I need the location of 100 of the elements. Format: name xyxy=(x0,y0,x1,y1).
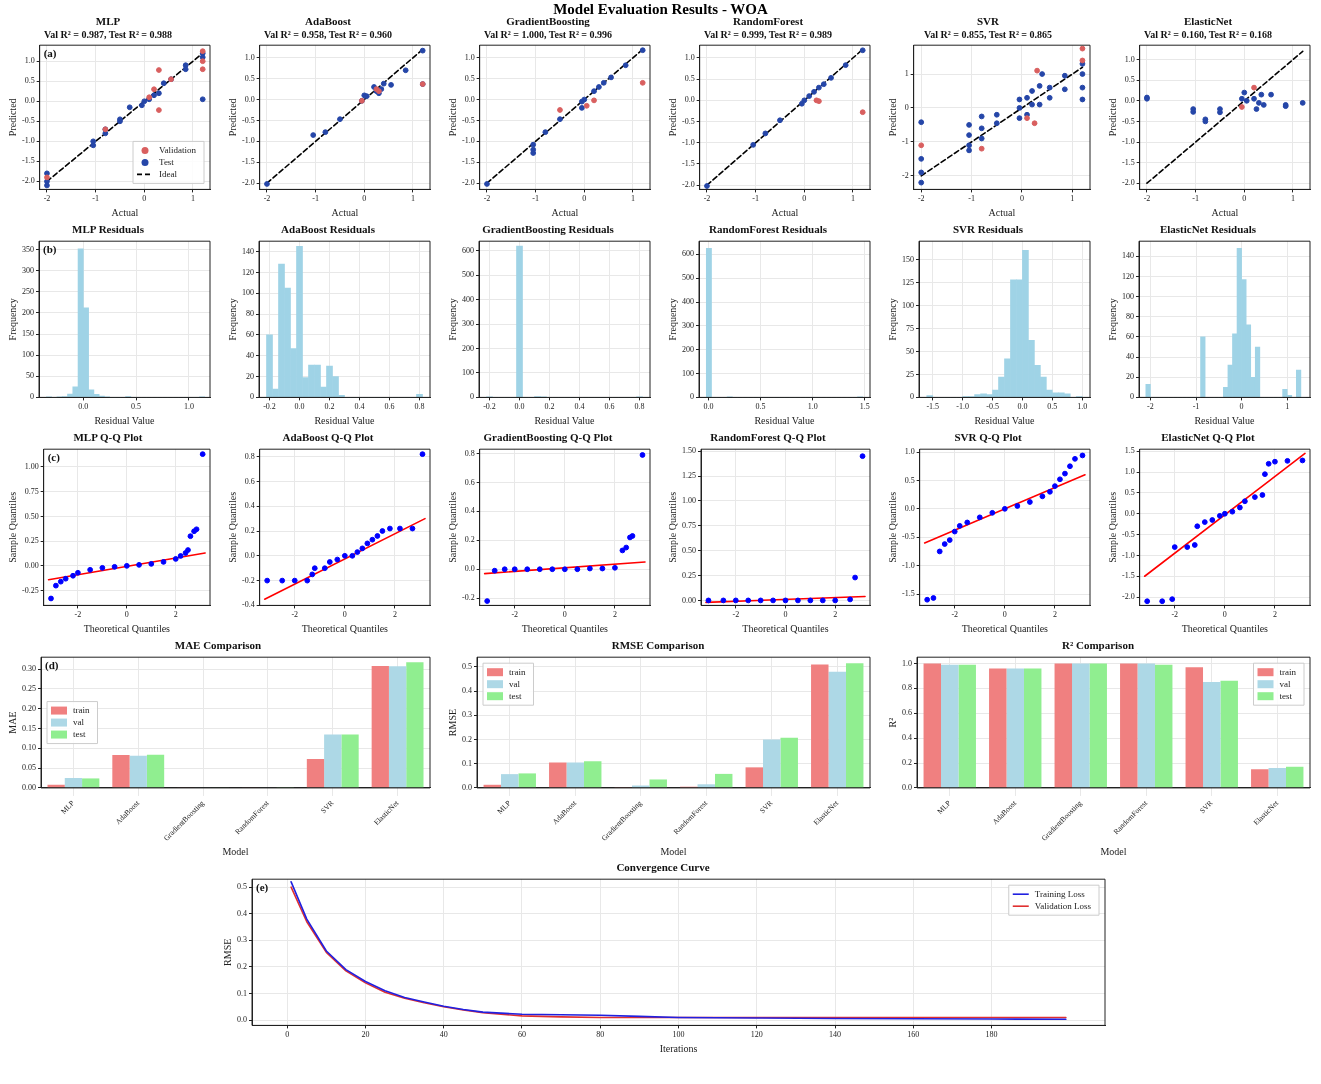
y-tick-label: 0.30 xyxy=(22,664,36,674)
x-tick-label: 0 xyxy=(1019,194,1024,204)
chart-title: RandomForest xyxy=(732,15,804,28)
y-tick-label: -0.5 xyxy=(681,116,695,126)
y-tick-label: 0.5 xyxy=(1124,75,1135,85)
y-tick-label: 0.8 xyxy=(464,448,475,458)
y-tick-label: 0.4 xyxy=(902,733,912,743)
y-tick-label: 140 xyxy=(242,246,254,256)
chart-title: RandomForest Residuals xyxy=(708,223,828,236)
x-tick-label: 0.0 xyxy=(1017,402,1028,412)
y-tick-label: 0.4 xyxy=(464,506,475,516)
y-tick-label: 0.5 xyxy=(904,475,915,485)
chart-title: AdaBoost Residuals xyxy=(281,223,376,236)
y-axis-title: MAE xyxy=(6,711,18,734)
x-tick-label: -2 xyxy=(511,610,519,620)
y-tick-label: -0.5 xyxy=(1121,529,1135,539)
legend-label: test xyxy=(1279,690,1293,701)
y-axis-title: RMSE xyxy=(221,938,233,966)
x-tick-label: 0.5 xyxy=(1047,402,1058,412)
x-axis-title: Actual xyxy=(111,206,139,218)
chart-title: ElasticNet Residuals xyxy=(1159,223,1257,236)
y-tick-label: 0 xyxy=(904,103,909,113)
x-tick-label: -2 xyxy=(291,610,299,620)
x-tick-label: 0.2 xyxy=(544,402,555,412)
y-tick-label: -0.4 xyxy=(241,600,255,610)
x-tick-label: 1 xyxy=(410,194,415,204)
y-axis-title: Frequency xyxy=(446,298,458,341)
chart-subtitle: Val R² = 1.000, Test R² = 0.996 xyxy=(483,28,613,40)
y-axis-title: Predicted xyxy=(226,98,238,137)
y-tick-label: 75 xyxy=(906,323,914,333)
y-tick-label: 120 xyxy=(1122,271,1134,281)
y-tick-label: -1.0 xyxy=(901,560,915,570)
x-tick-label: -0.2 xyxy=(263,402,276,412)
y-tick-label: 0.8 xyxy=(244,451,255,461)
x-tick-label: -1 xyxy=(968,194,975,204)
x-tick-label: 160 xyxy=(907,1030,920,1040)
x-tick-label: 0 xyxy=(802,194,807,204)
y-tick-label: -1.5 xyxy=(901,589,915,599)
x-tick-label: 1.0 xyxy=(1077,402,1088,412)
x-axis-title: Actual xyxy=(331,206,359,218)
x-axis-title: Theoretical Quantiles xyxy=(742,622,829,634)
annotation: (b) xyxy=(43,243,57,257)
y-axis-title: R² xyxy=(886,717,898,728)
y-tick-label: 20 xyxy=(246,371,254,381)
y-tick-label: 0.2 xyxy=(237,962,247,972)
x-axis-title: Actual xyxy=(771,206,799,218)
y-tick-label: -2.0 xyxy=(461,178,475,188)
chart-subtitle: Val R² = 0.855, Test R² = 0.865 xyxy=(923,28,1053,40)
y-tick-label: 0.0 xyxy=(244,550,255,560)
y-tick-label: 0.0 xyxy=(462,783,472,793)
x-tick-label: 0 xyxy=(562,610,567,620)
chart-title: AdaBoost xyxy=(305,15,352,28)
x-tick-label: 40 xyxy=(439,1030,448,1040)
y-tick-label: -1.0 xyxy=(681,137,695,147)
x-tick-label: -2 xyxy=(951,610,959,620)
y-tick-label: 0.0 xyxy=(1124,95,1135,105)
y-tick-label: 150 xyxy=(22,329,34,339)
y-tick-label: 1 xyxy=(904,69,909,79)
y-tick-label: 0.5 xyxy=(237,882,247,892)
y-axis-title: Predicted xyxy=(6,98,18,137)
y-tick-label: 50 xyxy=(906,346,914,356)
y-tick-label: -2.0 xyxy=(241,178,255,188)
y-tick-label: -2 xyxy=(901,170,909,180)
x-tick-label: -1.0 xyxy=(956,402,969,412)
y-axis-title: Frequency xyxy=(1106,298,1118,341)
x-axis-title: Theoretical Quantiles xyxy=(961,622,1049,634)
text: Model Evaluation Results - WOA xyxy=(553,1,768,17)
y-tick-label: -0.2 xyxy=(241,575,255,585)
legend-label: val xyxy=(1279,678,1291,689)
y-tick-label: 0.6 xyxy=(464,477,475,487)
x-tick-label: 2 xyxy=(833,610,838,620)
x-tick-label: -2 xyxy=(263,194,271,204)
y-tick-label: 120 xyxy=(242,267,254,277)
x-tick-label: 0.4 xyxy=(574,402,585,412)
y-tick-label: 400 xyxy=(462,294,474,304)
x-tick-label: 2 xyxy=(1272,610,1277,620)
x-tick-label: 100 xyxy=(672,1030,685,1040)
y-tick-label: 100 xyxy=(22,350,34,360)
y-tick-label: 100 xyxy=(1122,291,1134,301)
y-tick-label: 40 xyxy=(246,350,254,360)
y-tick-label: -0.5 xyxy=(241,115,255,125)
y-tick-label: 40 xyxy=(1126,352,1134,362)
y-tick-label: -2.0 xyxy=(1121,592,1135,602)
y-tick-label: 300 xyxy=(22,265,34,275)
y-tick-label: 0.20 xyxy=(22,703,36,713)
y-tick-label: -1.0 xyxy=(1121,137,1135,147)
chart-subtitle: Val R² = 0.999, Test R² = 0.989 xyxy=(703,28,833,40)
x-tick-label: -1 xyxy=(312,194,319,204)
y-tick-label: 1.00 xyxy=(24,462,39,472)
x-tick-label: 0.8 xyxy=(414,402,425,412)
x-tick-label: 1 xyxy=(630,194,635,204)
chart-title: MLP Q-Q Plot xyxy=(73,431,143,444)
y-tick-label: 0.00 xyxy=(682,595,696,605)
y-tick-label: 0.2 xyxy=(244,526,255,536)
y-tick-label: 200 xyxy=(462,343,474,353)
x-tick-label: 0 xyxy=(1239,402,1244,412)
x-tick-label: 0 xyxy=(582,194,587,204)
y-tick-label: -0.5 xyxy=(901,532,915,542)
chart-subtitle: Val R² = 0.987, Test R² = 0.988 xyxy=(43,28,173,40)
y-tick-label: 0.3 xyxy=(462,710,472,720)
